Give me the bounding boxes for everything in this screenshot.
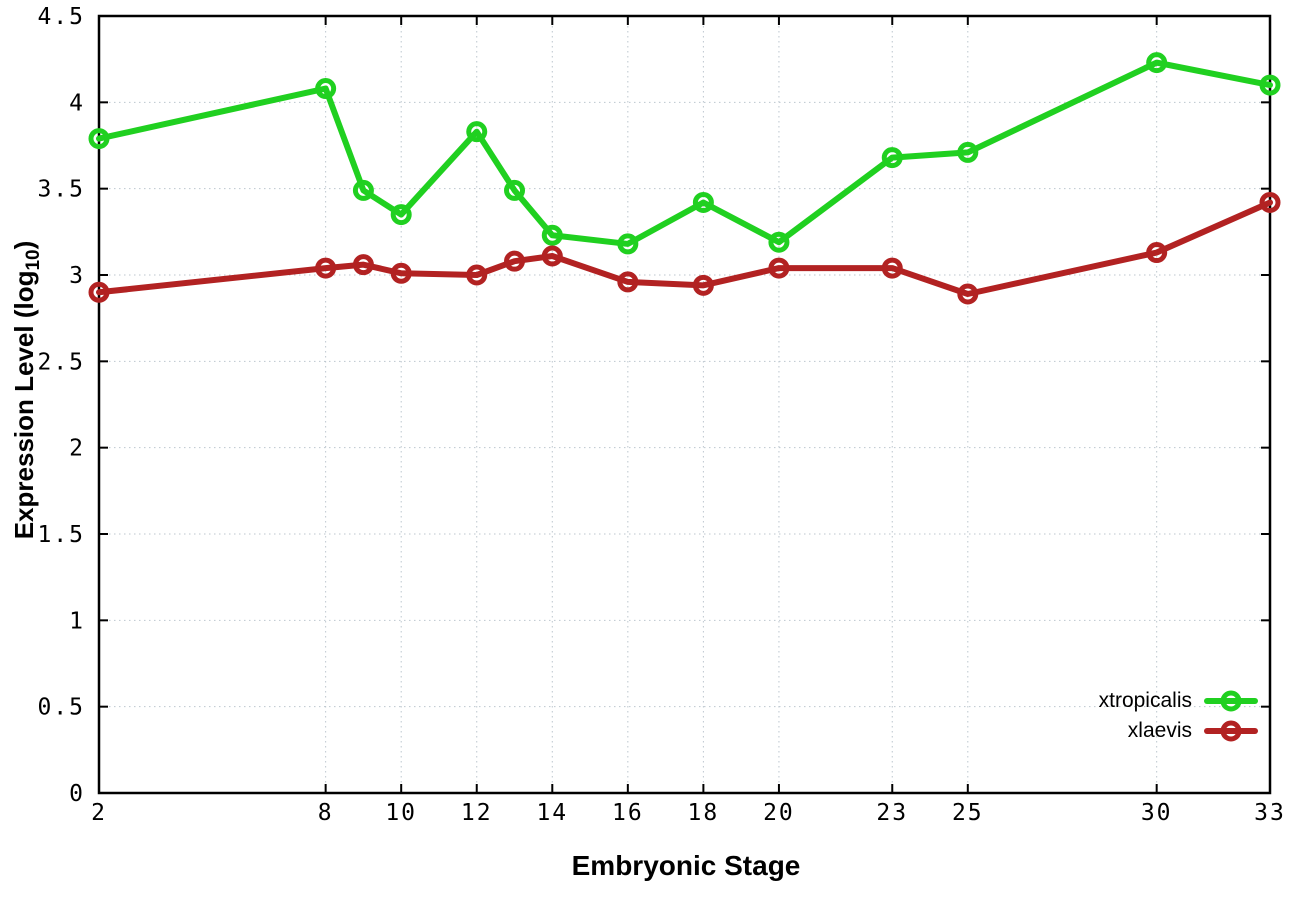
data-point-xtropicalis (88, 128, 110, 150)
data-point-xlaevis (1146, 242, 1168, 264)
x-tick-label: 25 (952, 800, 984, 826)
data-point-xlaevis (1259, 191, 1281, 213)
legend-item-xlaevis: xlaevis (1099, 716, 1258, 746)
legend: xtropicalis xlaevis (1099, 686, 1258, 746)
data-point-xlaevis (541, 245, 563, 267)
x-tick-label: 14 (536, 800, 568, 826)
data-point-xlaevis (617, 271, 639, 293)
y-tick-label: 3.5 (37, 177, 85, 203)
x-tick-label: 33 (1254, 800, 1286, 826)
data-point-xtropicalis (352, 179, 374, 201)
data-point-xlaevis (504, 250, 526, 272)
data-point-xtropicalis (390, 204, 412, 226)
legend-sample-marker (1220, 690, 1242, 712)
data-point-xlaevis (957, 283, 979, 305)
data-point-xtropicalis (881, 147, 903, 169)
x-tick-label: 23 (876, 800, 908, 826)
data-point-xtropicalis (466, 121, 488, 143)
y-axis-title-text: Expression Level (log (9, 270, 39, 540)
data-point-xlaevis (88, 281, 110, 303)
y-tick-label: 2 (69, 436, 85, 462)
legend-sample-icon (1204, 720, 1258, 742)
data-point-xlaevis (315, 257, 337, 279)
data-point-xlaevis (692, 274, 714, 296)
x-axis-title: Embryonic Stage (571, 850, 801, 881)
data-point-xtropicalis (315, 78, 337, 100)
data-point-xtropicalis (692, 191, 714, 213)
y-tick-label: 1 (69, 608, 85, 634)
legend-sample-icon (1204, 690, 1258, 712)
x-tick-label: 20 (763, 800, 795, 826)
y-tick-label: 4 (69, 90, 85, 116)
x-tick-label: 30 (1141, 800, 1173, 826)
x-tick-label: 12 (461, 800, 493, 826)
x-tick-label: 18 (688, 800, 720, 826)
x-tick-label: 16 (612, 800, 644, 826)
x-tick-label: 8 (318, 800, 334, 826)
data-point-xtropicalis (617, 233, 639, 255)
legend-label-xlaevis: xlaevis (1127, 719, 1192, 742)
y-tick-label: 0.5 (37, 695, 85, 721)
data-point-xlaevis (466, 264, 488, 286)
data-point-xlaevis (768, 257, 790, 279)
data-point-xtropicalis (504, 179, 526, 201)
legend-item-xtropicalis: xtropicalis (1099, 686, 1258, 716)
y-axis-title-suffix: ) (9, 240, 39, 250)
plot-border (97, 14, 1272, 795)
legend-sample-marker (1220, 720, 1242, 742)
x-tick-label: 10 (385, 800, 417, 826)
legend-label-xtropicalis: xtropicalis (1098, 689, 1192, 712)
y-tick-label: 4.5 (37, 4, 85, 30)
series-line-xtropicalis (96, 59, 1273, 247)
data-point-xlaevis (352, 254, 374, 276)
y-tick-label: 0 (69, 781, 85, 807)
x-tick-label: 2 (91, 800, 107, 826)
data-point-xlaevis (881, 257, 903, 279)
data-point-xtropicalis (1146, 52, 1168, 74)
data-point-xlaevis (390, 262, 412, 284)
y-tick-label: 1.5 (37, 522, 85, 548)
data-point-xtropicalis (1259, 74, 1281, 96)
y-tick-label: 2.5 (37, 349, 85, 375)
y-axis-title-subscript: 10 (23, 249, 44, 271)
data-point-xtropicalis (768, 231, 790, 253)
y-tick-label: 3 (69, 263, 85, 289)
data-point-xtropicalis (957, 141, 979, 163)
data-point-xtropicalis (541, 224, 563, 246)
y-axis-title: Expression Level (log10) (9, 241, 45, 540)
